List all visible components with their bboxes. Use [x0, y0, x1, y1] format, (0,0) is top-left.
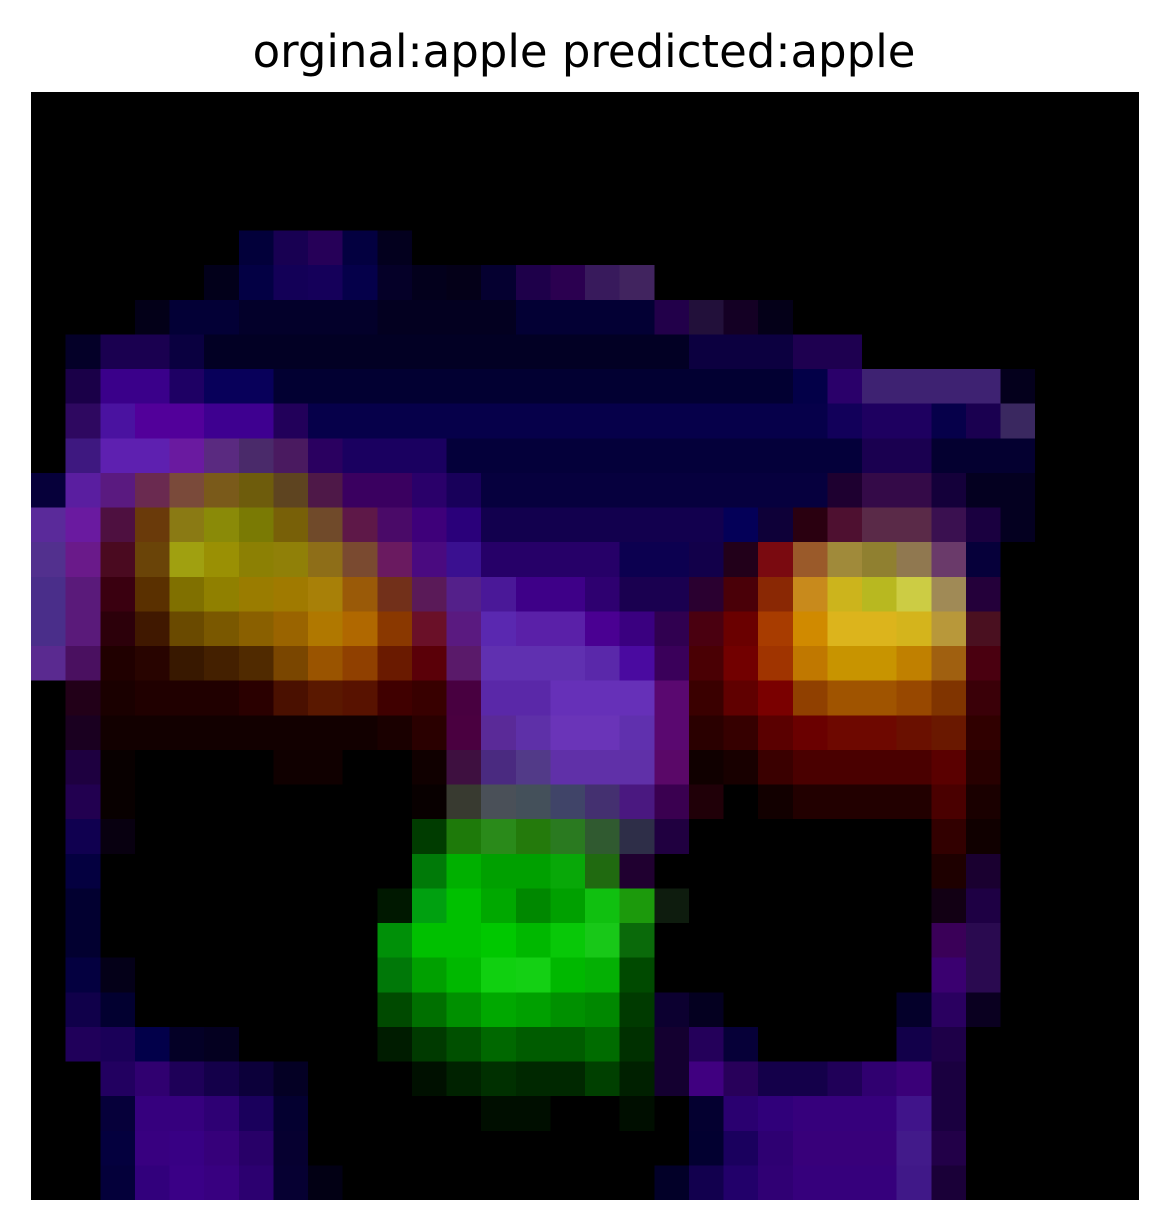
pixel-grid	[31, 92, 1139, 1200]
figure-title: orginal:apple predicted:apple	[252, 25, 916, 78]
pixelated-image	[31, 92, 1139, 1200]
